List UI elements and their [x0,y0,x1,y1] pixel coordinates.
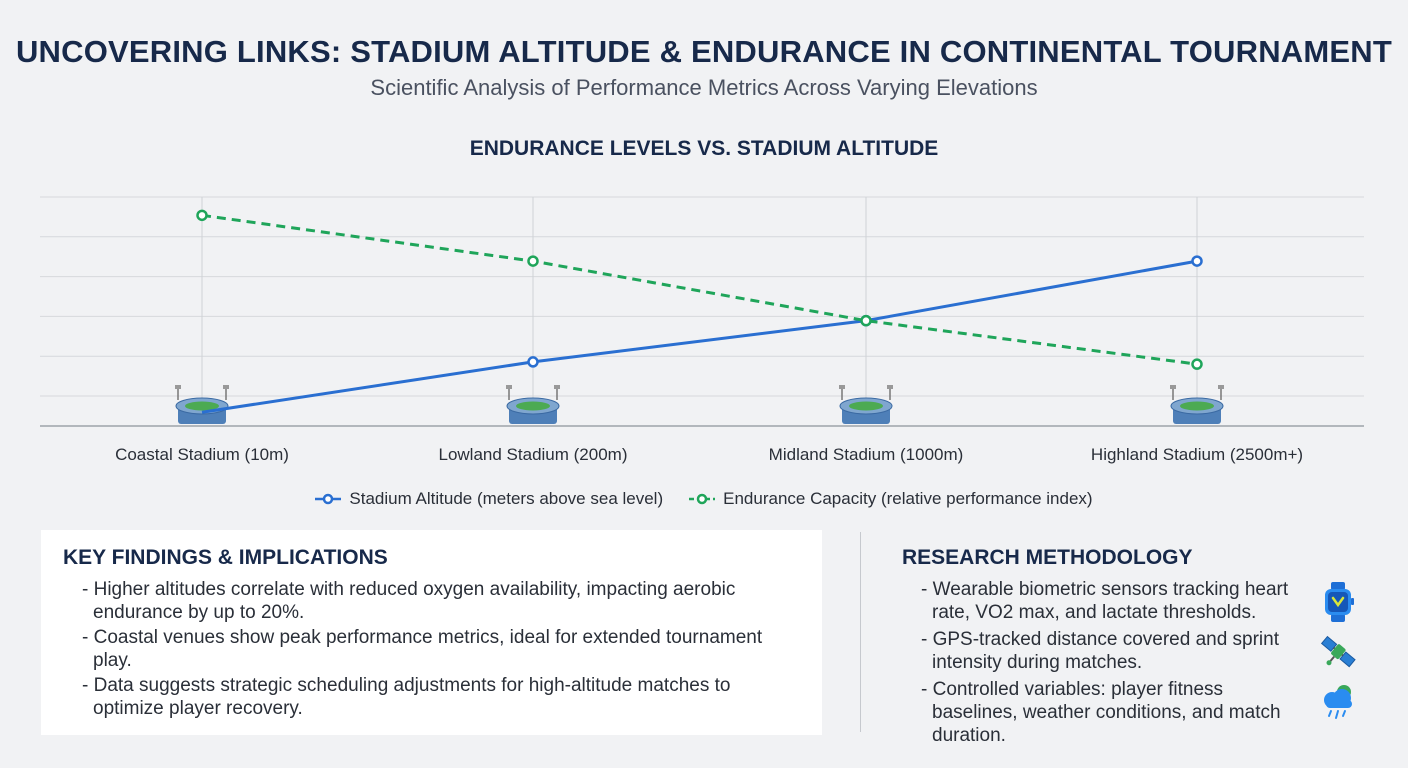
methodology-heading: RESEARCH METHODOLOGY [902,546,1193,569]
series-point-1 [1191,358,1203,370]
finding-item: - Data suggests strategic scheduling adj… [82,675,731,719]
x-tick-label: Highland Stadium (2500m+) [1091,445,1303,464]
key-findings-heading: KEY FINDINGS & IMPLICATIONS [63,546,388,569]
stadium-icon-lamp [223,385,229,389]
legend-item-altitude: Stadium Altitude (meters above sea level… [315,489,663,509]
x-tick-label: Coastal Stadium (10m) [115,445,289,464]
panel-divider [860,532,861,732]
stadium-icon-lamp [839,385,845,389]
series-point-1 [196,209,208,222]
stadium-icon-lamp [175,385,181,389]
stadium-icon-pitch [849,401,883,411]
x-tick-label: Midland Stadium (1000m) [769,445,964,464]
satellite-icon [1320,635,1356,668]
smartwatch-icon [1325,582,1354,622]
methodology-item-text: - Controlled variables: player fitness b… [921,679,1281,746]
chart-legend: Stadium Altitude (meters above sea level… [0,489,1408,509]
legend-item-endurance: Endurance Capacity (relative performance… [689,489,1093,509]
page-title: UNCOVERING LINKS: STADIUM ALTITUDE & END… [15,34,1393,69]
line-chart: Coastal Stadium (10m) Lowland Stadium (20… [40,196,1364,464]
methodology-item-text: - GPS-tracked distance covered and sprin… [921,629,1280,673]
weather-icon [1324,685,1352,719]
stadium-icon-pitch [1180,401,1214,411]
stadium-icon-lamp [506,385,512,389]
methodology-item: - Wearable biometric sensors tracking he… [902,578,1358,624]
stadium-icon-lamp [554,385,560,389]
methodology-item-text: - Wearable biometric sensors tracking he… [921,579,1289,623]
methodology-panel: RESEARCH METHODOLOGY - Wearable biometri… [880,530,1380,746]
methodology-item: - GPS-tracked distance covered and sprin… [902,628,1358,674]
finding-item: - Coastal venues show peak performance m… [82,627,763,671]
legend-label-altitude: Stadium Altitude (meters above sea level… [349,489,664,508]
stadium-icon-lamp [887,385,893,389]
stadium-icon-lamp [1218,385,1224,389]
legend-label-endurance: Endurance Capacity (relative performance… [723,489,1093,508]
x-tick-label: Lowland Stadium (200m) [439,445,628,464]
series-point-0 [527,356,539,368]
legend-swatch-endurance [689,493,716,505]
key-findings-panel: KEY FINDINGS & IMPLICATIONS - Higher alt… [41,530,822,735]
legend-swatch-altitude [315,493,342,505]
series-point-0 [1191,255,1203,267]
stadium-icon-pitch [185,401,219,411]
series-line-0 [201,259,1198,414]
chart-title: ENDURANCE LEVELS VS. STADIUM ALTITUDE [469,137,939,160]
series-point-1 [527,255,539,267]
stadium-icon-lamp [1170,385,1176,389]
methodology-item: - Controlled variables: player fitness b… [902,678,1358,747]
finding-item: - Higher altitudes correlate with reduce… [82,579,736,623]
series-line-1 [201,213,1198,366]
series-point-1 [860,314,872,327]
page-subtitle: Scientific Analysis of Performance Metri… [370,75,1038,100]
stadium-icon-pitch [516,401,550,411]
